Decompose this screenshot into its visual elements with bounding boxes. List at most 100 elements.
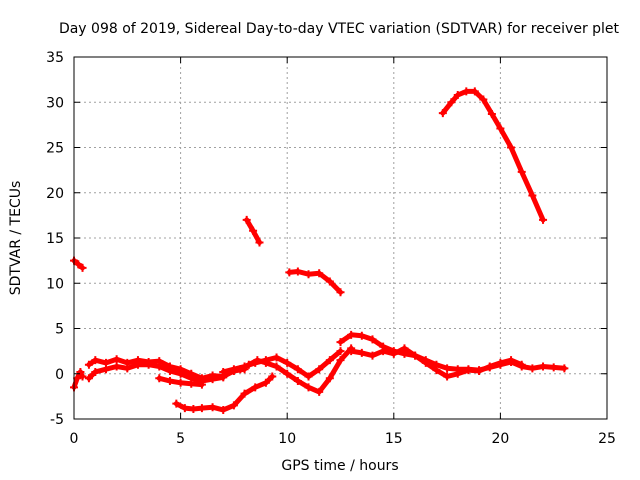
data-point (453, 369, 462, 378)
data-point (432, 366, 441, 375)
data-point (549, 363, 558, 372)
data-point (447, 98, 456, 107)
ticks: 0 5 10 15 20 25 -5 0 5 10 15 20 25 30 35 (46, 50, 616, 447)
chart-title: Day 098 of 2019, Sidereal Day-to-day VTE… (59, 21, 620, 37)
data-point (242, 215, 251, 224)
data-point (144, 360, 153, 369)
data-point (304, 383, 313, 392)
data-point (304, 270, 313, 279)
data-point (336, 356, 345, 365)
data-point (189, 405, 198, 414)
y-tick-label: -5 (50, 412, 64, 428)
data-point (379, 342, 388, 351)
data-point (325, 356, 334, 365)
series-line-arc-13 (440, 88, 546, 223)
data-point (357, 331, 366, 340)
data-point (78, 372, 87, 381)
data-point (249, 226, 258, 235)
y-tick-label: 35 (46, 50, 64, 66)
data-point (517, 360, 526, 369)
x-tick-label: 0 (70, 431, 79, 447)
data-point (336, 288, 345, 297)
data-point (411, 351, 420, 360)
data-point (78, 263, 87, 272)
data-point (315, 365, 324, 374)
y-tick-label: 20 (46, 186, 64, 202)
data-point (180, 404, 189, 413)
data-point (76, 367, 85, 376)
data-point (487, 110, 496, 119)
data-point (133, 360, 142, 369)
y-axis-title: SDTVAR / TECUs (8, 181, 24, 296)
data-point (357, 348, 366, 357)
data-point (155, 362, 164, 371)
data-point (479, 95, 488, 104)
x-tick-label: 20 (491, 431, 509, 447)
series-group (70, 87, 569, 414)
data-point (229, 401, 238, 410)
data-point (462, 87, 471, 96)
series-line-arc-2 (71, 369, 85, 390)
data-point (84, 374, 93, 383)
data-point (187, 379, 196, 388)
y-tick-label: 10 (46, 276, 64, 292)
data-point (507, 143, 516, 152)
data-point (443, 372, 452, 381)
data-point (283, 369, 292, 378)
data-point (283, 358, 292, 367)
data-point (368, 335, 377, 344)
data-point (208, 375, 217, 384)
data-point (475, 367, 484, 376)
data-point (470, 87, 479, 96)
y-tick-label: 30 (46, 95, 64, 111)
y-tick-label: 15 (46, 231, 64, 247)
data-point (91, 356, 100, 365)
data-point (112, 355, 121, 364)
data-point (347, 347, 356, 356)
data-point (528, 191, 537, 200)
data-point (325, 374, 334, 383)
data-point (272, 353, 281, 362)
data-point (496, 358, 505, 367)
data-point (496, 124, 505, 133)
data-point (101, 365, 110, 374)
data-point (293, 267, 302, 276)
data-point (293, 376, 302, 385)
grid (74, 57, 607, 419)
data-point (285, 268, 294, 277)
data-point (539, 215, 548, 224)
data-point (517, 167, 526, 176)
data-point (438, 109, 447, 118)
x-tick-label: 10 (278, 431, 296, 447)
data-point (197, 404, 206, 413)
data-point (347, 330, 356, 339)
y-tick-label: 5 (55, 322, 64, 338)
x-tick-label: 15 (385, 431, 403, 447)
data-point (421, 358, 430, 367)
data-point (464, 366, 473, 375)
data-point (539, 362, 548, 371)
data-point (172, 399, 181, 408)
data-point (176, 378, 185, 387)
y-tick-label: 25 (46, 141, 64, 157)
data-point (368, 351, 377, 360)
data-point (251, 383, 260, 392)
data-point (315, 269, 324, 278)
data-point (325, 277, 334, 286)
data-point (244, 360, 253, 369)
data-point (443, 364, 452, 373)
y-tick-label: 0 (55, 367, 64, 383)
data-point (219, 367, 228, 376)
data-point (315, 387, 324, 396)
data-point (255, 238, 264, 247)
data-point (528, 364, 537, 373)
data-point (253, 356, 262, 365)
data-point (165, 367, 174, 376)
data-point (261, 358, 270, 367)
data-point (336, 347, 345, 356)
data-point (155, 374, 164, 383)
x-tick-label: 5 (176, 431, 185, 447)
data-point (336, 338, 345, 347)
data-point (176, 369, 185, 378)
